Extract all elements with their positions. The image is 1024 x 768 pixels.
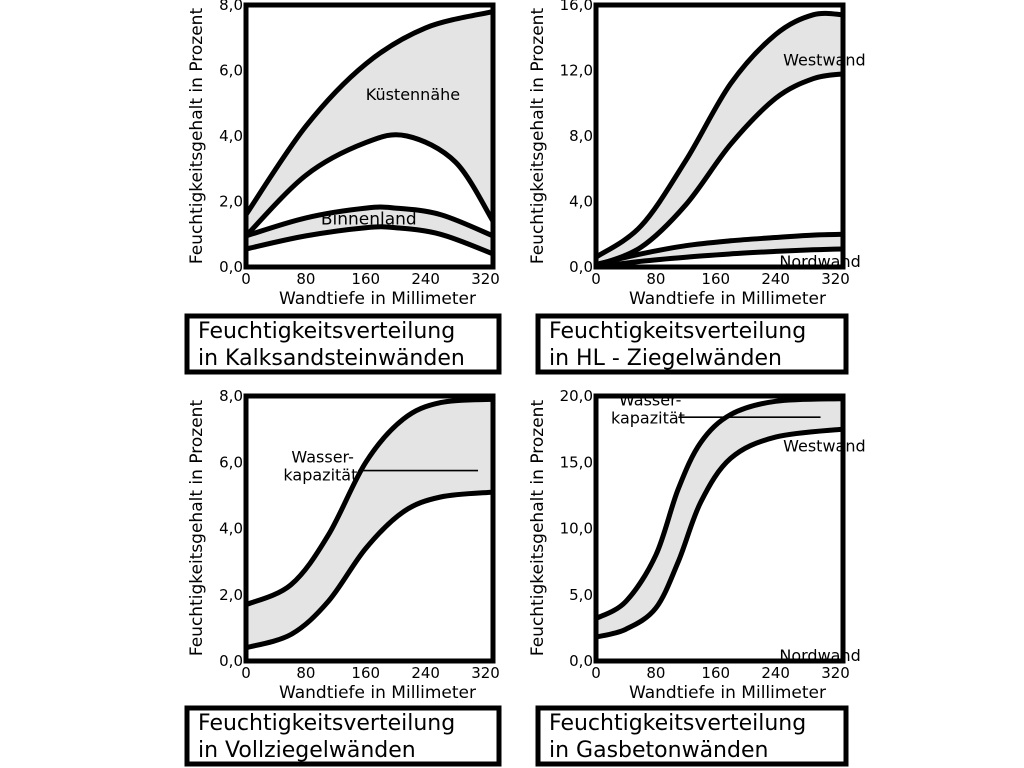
band-fill-1 [246,399,493,648]
caption-line-1: Feuchtigkeitsverteilung [549,319,806,344]
annotation-label: Wasser-kapazität [611,390,685,427]
x-tick-label: 0 [591,270,601,288]
y-tick-label: 8,0 [219,387,243,405]
band-fill-1 [596,398,843,638]
caption-line-2: in Vollziegelwänden [198,738,416,763]
y-tick-label: 0,0 [219,652,243,670]
x-tick-label: 160 [351,664,380,682]
plot-frame [593,2,846,270]
chart-panel-4: 0,0 5,0 10,0 15,0 20,0 0 80 160 240 320Wandtiefe … [528,387,866,767]
y-tick-label: 4,0 [219,127,243,145]
annotation-label: Westwand [783,437,866,456]
annotation-label: Nordwand [779,252,860,271]
y-tick-label: 8,0 [219,0,243,14]
band-upper-line-1 [596,10,843,260]
caption-line-2: in HL - Ziegelwänden [549,346,782,371]
x-tick-label: 240 [761,664,790,682]
band-upper-line-1 [246,396,493,608]
plot-frame [243,393,496,664]
y-tick-label: 0,0 [219,258,243,276]
caption-box [184,705,502,767]
y-tick-label: 20,0 [560,387,593,405]
annotation-label: Westwand [783,51,866,70]
y-tick-label: 6,0 [219,62,243,80]
x-tick-label: 0 [241,270,251,288]
x-axis-label: Wandtiefe in Millimeter [279,683,476,703]
band-upper-line-1 [596,396,843,622]
x-tick-label: 80 [296,664,315,682]
x-tick-label: 0 [591,664,601,682]
x-tick-label: 320 [821,664,850,682]
x-tick-label: 240 [761,270,790,288]
caption-line-1: Feuchtigkeitsverteilung [198,319,455,344]
x-axis-label: Wandtiefe in Millimeter [629,683,826,703]
y-tick-label: 0,0 [569,258,593,276]
x-tick-label: 240 [411,270,440,288]
band-fill-1 [246,11,493,236]
caption-box [184,313,502,375]
y-axis-label: Feuchtigkeitsgehalt in Prozent [187,400,207,657]
x-tick-label: 320 [821,270,850,288]
y-tick-label: 16,0 [560,0,593,14]
y-axis-label: Feuchtigkeitsgehalt in Prozent [187,8,207,265]
y-tick-label: 15,0 [560,453,593,471]
y-tick-label: 10,0 [560,520,593,538]
plot-area [596,396,843,640]
annotation-label: Binnenland [321,209,417,229]
x-tick-label: 320 [471,270,500,288]
plot-area [246,9,493,257]
band-lower-line-1 [596,426,843,640]
y-axis-label: Feuchtigkeitsgehalt in Prozent [528,400,548,657]
band-upper-line-1 [246,9,493,218]
caption-line-2: in Gasbetonwänden [549,738,768,763]
x-tick-label: 160 [701,664,730,682]
x-tick-label: 0 [241,664,251,682]
plot-area [246,396,493,651]
band-lower-line-2 [596,246,843,267]
x-tick-label: 160 [351,270,380,288]
annotation-label: Wasser-kapazität [283,447,357,484]
x-tick-label: 240 [411,664,440,682]
caption-box [535,705,849,767]
caption-box [535,313,849,375]
band-fill-1 [596,13,843,266]
y-tick-label: 2,0 [219,586,243,604]
y-tick-label: 0,0 [569,652,593,670]
band-lower-line-2 [246,224,493,257]
y-tick-label: 4,0 [569,193,593,211]
caption-line-1: Feuchtigkeitsverteilung [198,711,455,736]
band-lower-line-1 [246,489,493,651]
plot-area [596,10,843,267]
band-lower-line-1 [596,71,843,267]
y-tick-label: 2,0 [219,193,243,211]
y-tick-label: 12,0 [560,62,593,80]
band-lower-line-1 [246,132,493,239]
y-tick-label: 4,0 [219,520,243,538]
x-tick-label: 160 [701,270,730,288]
annotation-label: Küstennähe [366,85,460,104]
x-axis-label: Wandtiefe in Millimeter [279,289,476,309]
plot-frame [593,393,846,664]
plot-frame [243,2,496,270]
y-axis-label: Feuchtigkeitsgehalt in Prozent [528,8,548,265]
y-tick-label: 5,0 [569,586,593,604]
x-axis-label: Wandtiefe in Millimeter [629,289,826,309]
annotation-label: Nordwand [779,646,860,665]
x-tick-label: 80 [646,270,665,288]
band-upper-line-2 [596,231,843,267]
x-tick-label: 80 [646,664,665,682]
caption-line-2: in Kalksandsteinwänden [198,346,465,371]
band-upper-line-2 [246,204,493,239]
x-tick-label: 80 [296,270,315,288]
x-tick-label: 320 [471,664,500,682]
y-tick-label: 8,0 [569,127,593,145]
y-tick-label: 6,0 [219,453,243,471]
caption-line-1: Feuchtigkeitsverteilung [549,711,806,736]
